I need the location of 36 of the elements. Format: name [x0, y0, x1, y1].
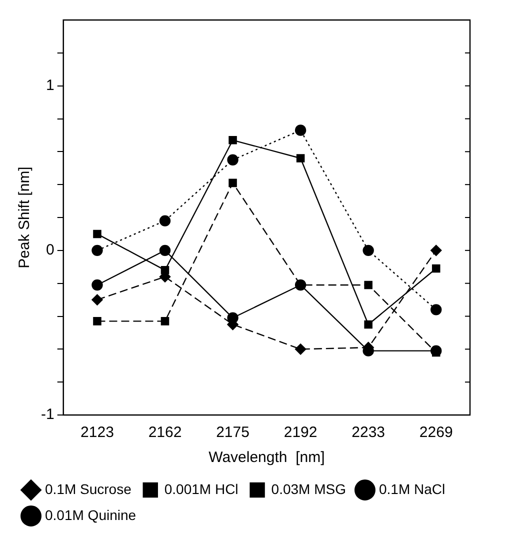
point: [228, 136, 237, 144]
point: [364, 280, 372, 290]
point: [432, 264, 440, 273]
point: [93, 230, 102, 238]
point: [294, 344, 306, 355]
x-tick-label: 2162: [148, 424, 182, 442]
legend-label: 0.001M HCl: [164, 480, 238, 497]
point: [92, 294, 103, 306]
legend-label: 0.1M NaCl: [378, 480, 446, 497]
y-tick-label: 1: [46, 76, 54, 94]
point: [93, 317, 102, 326]
legend-label: 0.1M Sucrose: [45, 480, 132, 497]
point: [296, 154, 305, 162]
x-axis-title: Wavelength [nm]: [208, 449, 325, 466]
point: [159, 215, 171, 226]
point: [364, 320, 372, 329]
legend-label: 0.03M MSG: [271, 480, 346, 497]
x-tick-label: 2175: [216, 424, 250, 442]
point: [92, 244, 103, 256]
point: [294, 124, 306, 136]
y-axis-title: Peak Shift [nm]: [16, 166, 34, 268]
point: [92, 279, 103, 291]
x-tick-label: 2269: [419, 424, 453, 442]
x-tick-label: 2192: [284, 424, 318, 442]
y-tick-label: -1: [40, 406, 54, 424]
point: [160, 317, 170, 326]
x-tick-label: 2233: [352, 424, 386, 442]
x-tick-label: 2123: [80, 424, 114, 442]
y-tick-label: 0: [46, 242, 54, 259]
point: [228, 178, 237, 188]
point: [362, 244, 374, 256]
point: [159, 244, 171, 256]
point: [430, 304, 442, 316]
legend-label: 0.01M Quinine: [45, 506, 136, 523]
point: [227, 154, 238, 166]
point: [430, 244, 442, 256]
